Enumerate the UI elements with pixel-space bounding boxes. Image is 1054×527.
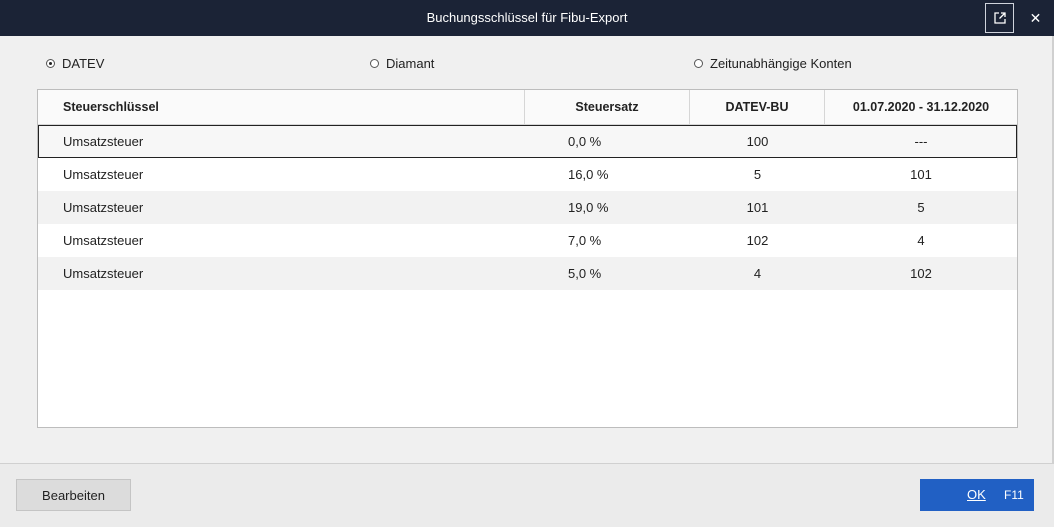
window-border bbox=[1052, 36, 1054, 527]
ok-button-label: OK bbox=[967, 487, 986, 502]
close-button[interactable]: ✕ bbox=[1021, 3, 1050, 33]
table-header: Steuerschlüssel Steuersatz DATEV-BU 01.0… bbox=[38, 90, 1017, 125]
ok-shortcut-hint: F11 bbox=[1004, 488, 1024, 502]
column-header-steuersatz[interactable]: Steuersatz bbox=[525, 90, 690, 124]
radio-label: Zeitunabhängige Konten bbox=[710, 55, 852, 71]
popout-button[interactable] bbox=[985, 3, 1014, 33]
cell-period: 102 bbox=[910, 266, 932, 281]
cell-steuersatz: 5,0 % bbox=[568, 266, 602, 281]
booking-key-table: Steuerschlüssel Steuersatz DATEV-BU 01.0… bbox=[37, 89, 1018, 428]
table-row[interactable]: Umsatzsteuer 0,0 % 100 --- bbox=[38, 125, 1017, 158]
cell-steuerschluessel: Umsatzsteuer bbox=[63, 233, 144, 248]
cell-steuersatz: 0,0 % bbox=[568, 134, 602, 149]
cell-steuerschluessel: Umsatzsteuer bbox=[63, 167, 144, 182]
radio-circle bbox=[694, 58, 703, 68]
radio-datev[interactable]: DATEV bbox=[46, 55, 105, 71]
close-icon: ✕ bbox=[1029, 9, 1042, 26]
window-title: Buchungsschlüssel für Fibu-Export bbox=[426, 10, 628, 25]
edit-button[interactable]: Bearbeiten bbox=[16, 479, 131, 511]
title-bar: Buchungsschlüssel für Fibu-Export ✕ bbox=[0, 0, 1054, 36]
radio-zeitunabhaengige-konten[interactable]: Zeitunabhängige Konten bbox=[694, 55, 852, 71]
dialog-footer: Bearbeiten OK F11 bbox=[0, 464, 1054, 527]
column-header-period[interactable]: 01.07.2020 - 31.12.2020 bbox=[852, 100, 990, 114]
cell-period: --- bbox=[914, 134, 928, 149]
radio-diamant[interactable]: Diamant bbox=[370, 55, 435, 71]
radio-label: Diamant bbox=[386, 55, 435, 71]
cell-steuersatz: 19,0 % bbox=[568, 200, 609, 215]
cell-datev-bu: 5 bbox=[753, 167, 762, 182]
cell-steuerschluessel: Umsatzsteuer bbox=[63, 266, 144, 281]
cell-datev-bu: 101 bbox=[746, 200, 769, 215]
table-row[interactable]: Umsatzsteuer 16,0 % 5 101 bbox=[38, 158, 1017, 191]
cell-steuerschluessel: Umsatzsteuer bbox=[63, 134, 144, 149]
cell-steuerschluessel: Umsatzsteuer bbox=[63, 200, 144, 215]
column-header-datev-bu[interactable]: DATEV-BU bbox=[690, 90, 825, 124]
popout-icon bbox=[993, 12, 1006, 24]
footer-divider bbox=[0, 463, 1054, 464]
radio-circle bbox=[370, 58, 379, 68]
cell-period: 4 bbox=[917, 233, 925, 248]
ok-button[interactable]: OK F11 bbox=[920, 479, 1034, 511]
cell-datev-bu: 100 bbox=[746, 134, 769, 149]
radio-label: DATEV bbox=[62, 55, 105, 71]
column-header-steuerschluessel[interactable]: Steuerschlüssel bbox=[38, 90, 525, 124]
table-row[interactable]: Umsatzsteuer 7,0 % 102 4 bbox=[38, 224, 1017, 257]
cell-datev-bu: 4 bbox=[753, 266, 762, 281]
cell-steuersatz: 7,0 % bbox=[568, 233, 602, 248]
table-row[interactable]: Umsatzsteuer 19,0 % 101 5 bbox=[38, 191, 1017, 224]
cell-period: 101 bbox=[910, 167, 932, 182]
table-row[interactable]: Umsatzsteuer 5,0 % 4 102 bbox=[38, 257, 1017, 290]
cell-period: 5 bbox=[917, 200, 925, 215]
dialog-content: DATEV Diamant Zeitunabhängige Konten Ste… bbox=[1, 36, 1053, 463]
cell-datev-bu: 102 bbox=[746, 233, 769, 248]
radio-circle bbox=[46, 58, 55, 68]
cell-steuersatz: 16,0 % bbox=[568, 167, 609, 182]
